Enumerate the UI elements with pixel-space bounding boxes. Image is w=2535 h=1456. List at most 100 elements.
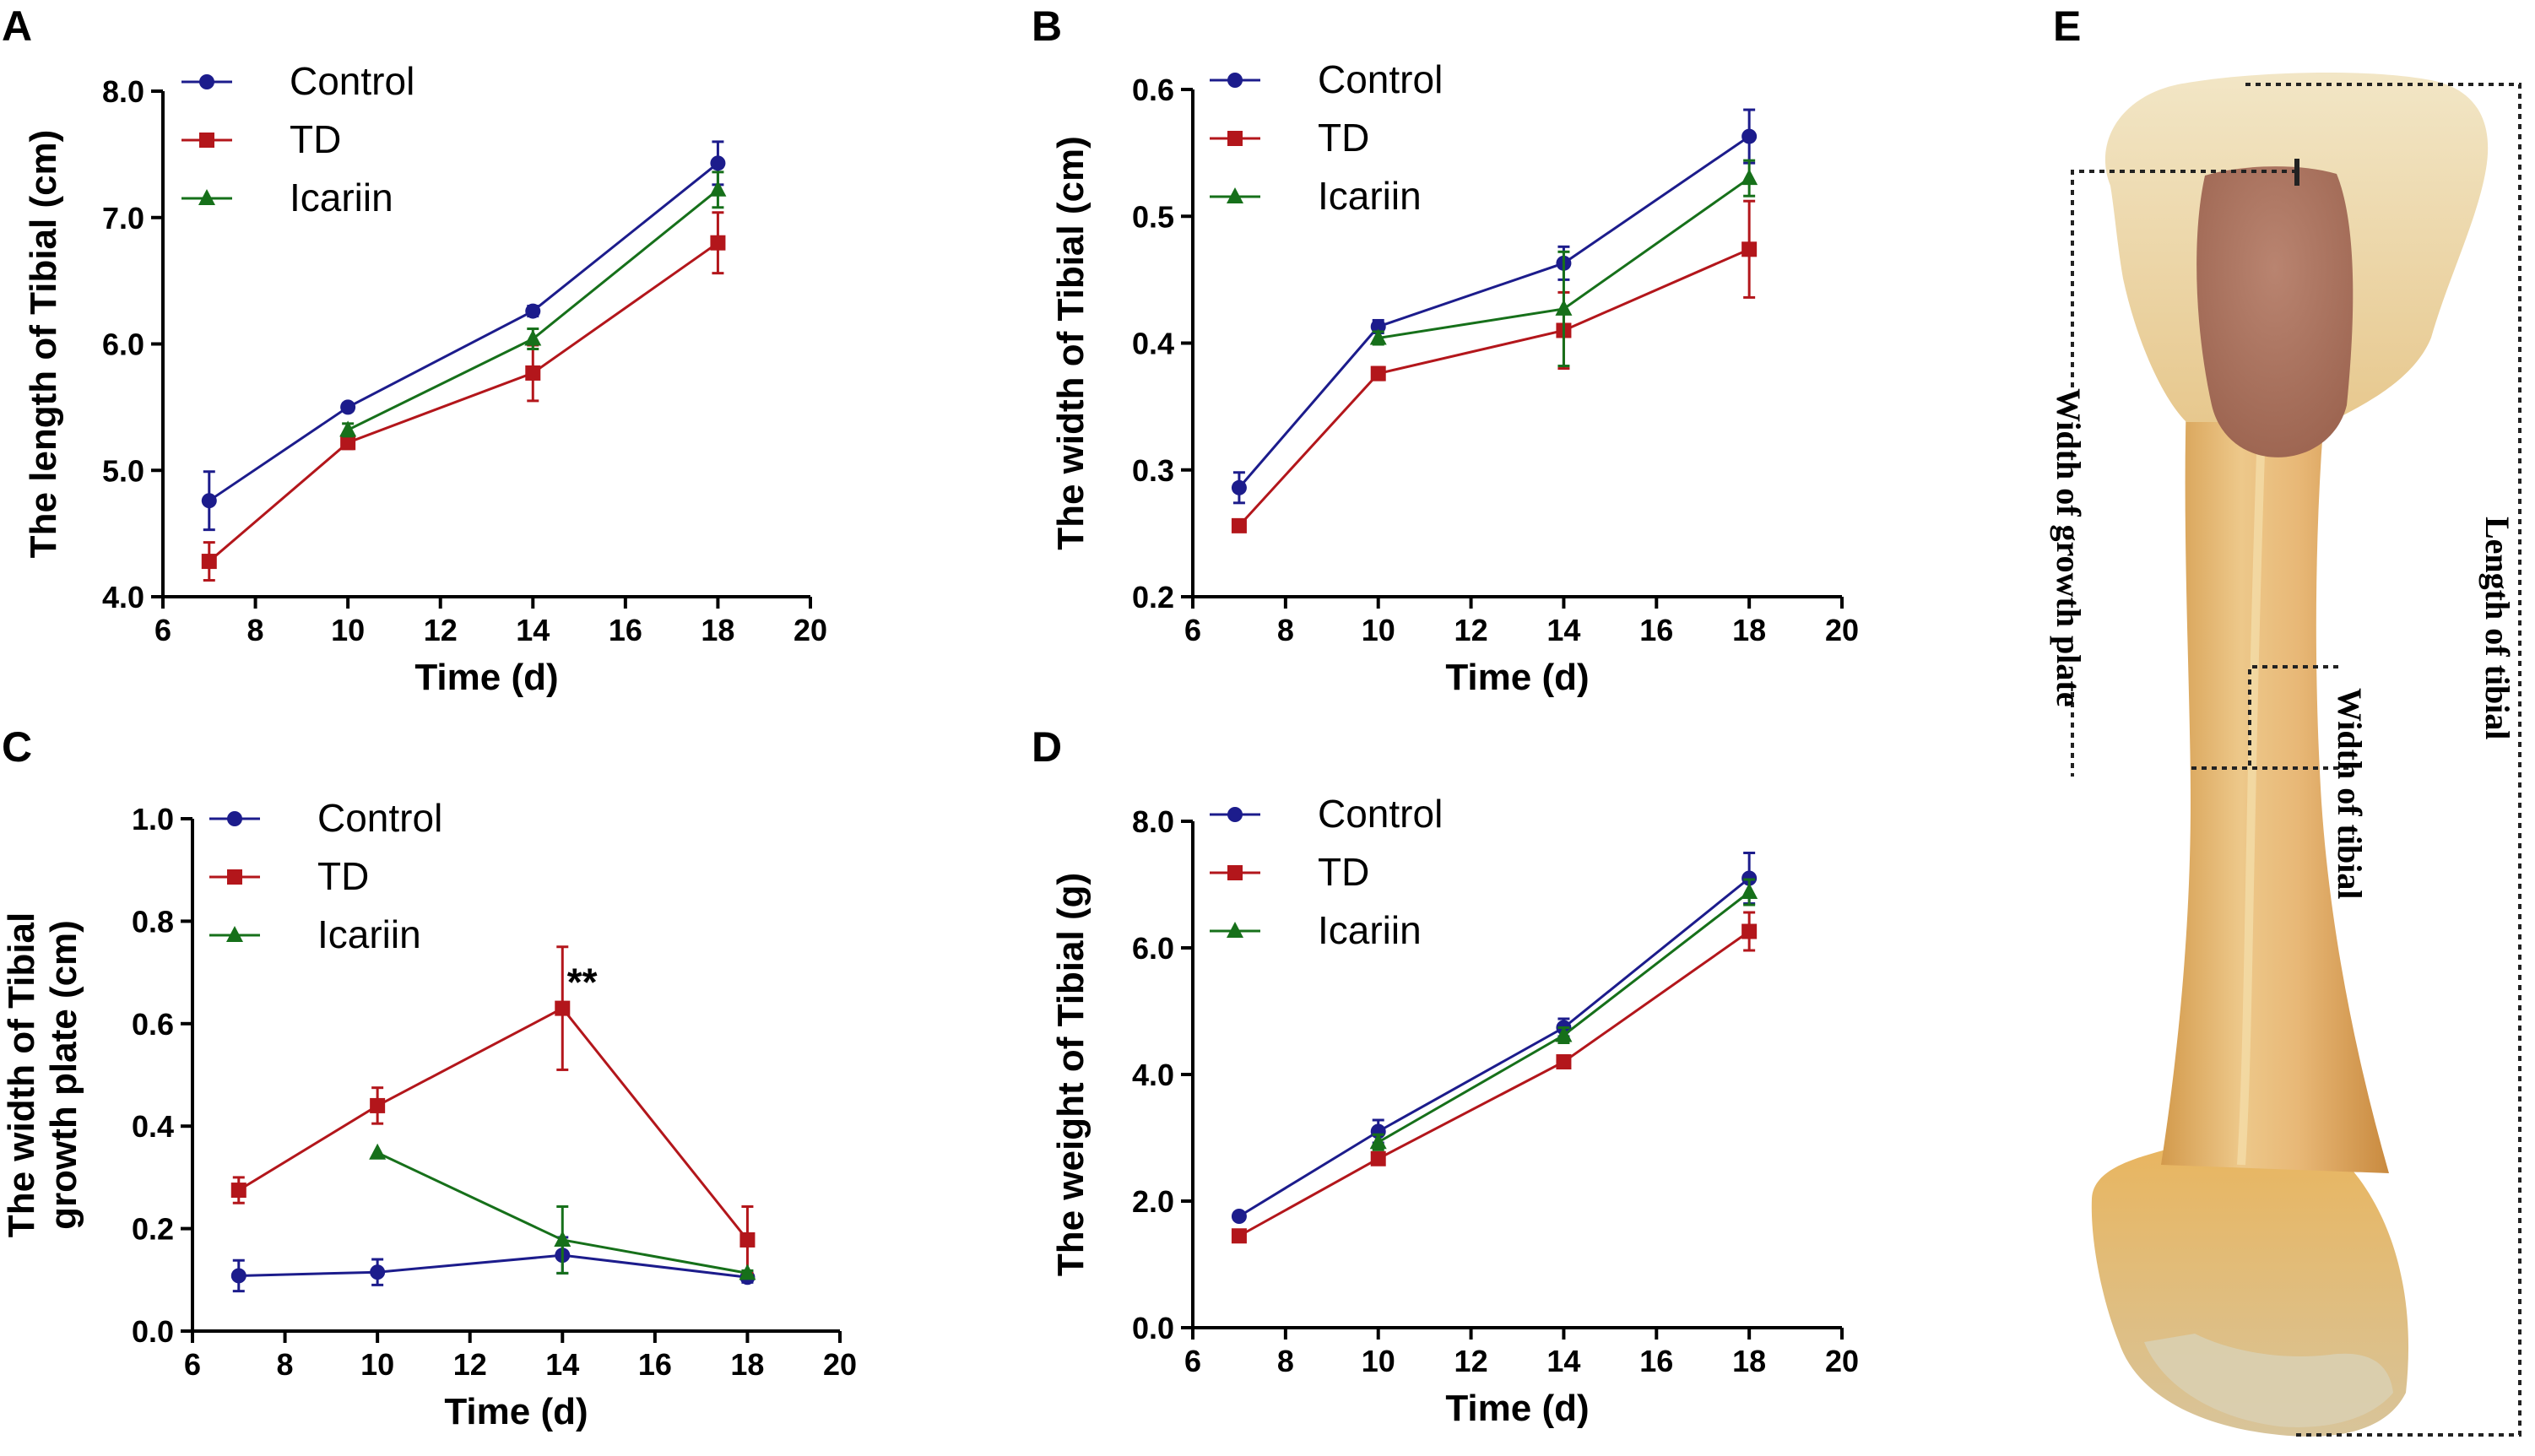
x-tick-label: 8 [247, 613, 264, 647]
width-measure-line [2248, 665, 2338, 768]
x-tick-label: 20 [794, 613, 827, 647]
data-point [525, 365, 541, 381]
data-point [1741, 883, 1758, 899]
data-point [369, 1143, 387, 1160]
legend: Control TD Icariin [1210, 792, 1443, 952]
data-point [1231, 1209, 1247, 1224]
legend-label: Control [1318, 57, 1443, 101]
y-tick-label: 5.0 [102, 453, 144, 488]
x-tick-label: 18 [730, 1347, 764, 1382]
series-control [230, 1236, 756, 1293]
data-point [1555, 1026, 1573, 1042]
x-tick-label: 20 [1825, 1344, 1859, 1378]
legend-marker [227, 811, 242, 826]
series-line [1238, 247, 1750, 527]
y-tick-label: 4.0 [1132, 1058, 1174, 1092]
y-tick-label: 0.4 [132, 1109, 174, 1144]
x-tick-label: 16 [1639, 613, 1673, 647]
legend-label: Control [317, 796, 442, 840]
series-td [230, 945, 756, 1275]
y-tick-label: 7.0 [102, 201, 144, 235]
data-point [1555, 299, 1573, 316]
series-icariin [1369, 878, 1758, 1151]
tibia-shaft-highlight [2237, 404, 2267, 1166]
y-tick-label: 0.6 [1132, 73, 1174, 107]
legend: Control TD Icariin [209, 796, 442, 956]
y-tick-label: 0.8 [132, 904, 174, 939]
legend-label: Icariin [290, 176, 393, 219]
data-point [739, 1231, 756, 1248]
series-line [1238, 135, 1750, 489]
data-point [1741, 923, 1758, 939]
x-tick-label: 18 [1732, 1344, 1766, 1378]
legend-label: Control [1318, 792, 1443, 836]
legend: Control TD Icariin [1210, 57, 1443, 218]
x-tick-label: 6 [154, 613, 171, 647]
data-point [710, 235, 726, 251]
growth-plate-measure-line [2071, 170, 2297, 392]
series-line [208, 162, 719, 502]
series-line [238, 1006, 749, 1241]
data-point [340, 435, 356, 451]
y-tick-label: 2.0 [1132, 1184, 1174, 1219]
series-icariin [1369, 159, 1758, 368]
legend-marker [1227, 131, 1243, 146]
series-line [1377, 890, 1751, 1144]
legend-label: TD [290, 117, 341, 161]
series-line [238, 1253, 748, 1279]
plot-c: 6 8 10 12 14 16 18 20 0.0 0.2 0.4 0.6 0.8 1.0 Time (d)… [1, 796, 857, 1432]
series-td [1231, 199, 1758, 533]
x-tick-label: 10 [1362, 1344, 1395, 1378]
panel-letter: B [1032, 3, 1062, 50]
y-tick-label: 4.0 [102, 580, 144, 614]
data-point [1741, 241, 1758, 257]
y-axis-label-line: The width of Tibial [1, 912, 42, 1237]
series-icariin [369, 1143, 756, 1280]
legend-label: Icariin [1318, 174, 1422, 218]
x-tick-label: 18 [1732, 613, 1766, 647]
legend-label: Control [290, 59, 414, 103]
data-point [1741, 169, 1758, 186]
data-point [230, 1268, 246, 1284]
data-point [230, 1183, 246, 1199]
legend-marker [1227, 187, 1243, 203]
series-control [201, 140, 726, 532]
data-point [370, 1097, 386, 1113]
x-tick-label: 10 [331, 613, 365, 647]
data-point [340, 399, 356, 415]
length-label: Length of tibial [2478, 517, 2516, 739]
x-tick-label: 12 [453, 1347, 487, 1382]
x-tick-label: 6 [184, 1347, 201, 1382]
data-point [1370, 1150, 1386, 1166]
x-tick-label: 14 [516, 613, 550, 647]
data-point [1231, 1228, 1247, 1244]
panel-a: A 6 8 10 12 14 16 18 20 4.0 5.0 6.0 7.0 8.0 Time (d) T… [2, 3, 827, 698]
data-point [1231, 479, 1247, 495]
panel-e: E Length of tibial Width of growth plate… [2050, 3, 2521, 1437]
legend: Control TD Icariin [181, 59, 414, 219]
data-point [710, 155, 726, 171]
x-tick-label: 16 [1639, 1344, 1673, 1378]
growth-plate-label: Width of growth plate [2050, 388, 2088, 706]
width-label: Width of tibial [2331, 688, 2369, 899]
x-tick-label: 12 [1454, 613, 1488, 647]
data-point [739, 1264, 756, 1280]
data-point [201, 493, 217, 509]
data-point [1231, 517, 1247, 533]
x-tick-label: 18 [701, 613, 734, 647]
legend-label: TD [1318, 850, 1369, 894]
x-tick-label: 12 [1454, 1344, 1488, 1378]
series-td [201, 211, 726, 582]
data-point [1370, 318, 1386, 334]
x-tick-label: 8 [277, 1347, 294, 1382]
y-tick-label: 0.2 [1132, 580, 1174, 614]
y-tick-label: 0.0 [1132, 1311, 1174, 1345]
series-line [1238, 930, 1751, 1237]
legend-marker [1227, 865, 1243, 880]
x-tick-label: 8 [1277, 1344, 1294, 1378]
series-line [1238, 877, 1751, 1218]
panel-letter: E [2053, 3, 2081, 50]
data-point [1741, 128, 1758, 144]
data-point [554, 1230, 571, 1247]
